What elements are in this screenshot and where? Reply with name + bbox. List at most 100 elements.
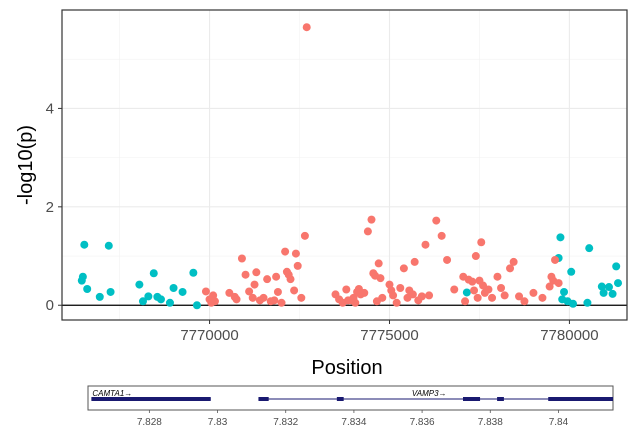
point-red — [484, 285, 493, 294]
point-teal — [585, 244, 594, 253]
point-teal — [608, 289, 617, 298]
point-red — [286, 275, 295, 284]
point-red — [360, 288, 369, 297]
point-red — [351, 298, 360, 307]
point-teal — [583, 298, 592, 307]
point-red — [468, 277, 477, 286]
point-red — [367, 215, 376, 224]
point-red — [500, 291, 509, 300]
point-red — [551, 255, 560, 264]
point-teal — [78, 272, 87, 281]
gene-track-x-ticks: 7.828 7.83 7.832 7.834 7.836 7.838 7.84 — [137, 410, 569, 428]
point-red — [545, 282, 554, 291]
point-red — [378, 293, 387, 302]
point-red — [470, 286, 479, 295]
point-red — [421, 240, 430, 249]
point-teal — [605, 283, 614, 292]
point-red — [493, 272, 502, 281]
y-tick-label: 2 — [46, 199, 54, 216]
point-red — [232, 295, 241, 304]
point-teal — [106, 287, 115, 296]
point-red — [538, 293, 547, 302]
plot-border — [61, 9, 628, 321]
point-teal — [178, 287, 187, 296]
point-red — [363, 227, 372, 236]
y-axis-ticks: 0 2 4 — [46, 100, 62, 314]
gene-exon — [91, 397, 211, 401]
point-teal — [83, 285, 92, 293]
point-red — [437, 231, 446, 240]
data-points — [77, 23, 623, 310]
gene-track: CAMTA1→ VAMP3→ 7.828 7.83 7.832 7.834 7.836 7.… — [87, 385, 614, 428]
point-teal — [567, 267, 576, 276]
point-red — [515, 292, 524, 301]
point-teal — [144, 292, 153, 301]
point-red — [408, 290, 417, 299]
gene-models: CAMTA1→ VAMP3→ — [91, 389, 613, 401]
point-red — [293, 261, 302, 270]
manhattan-plot: 0 2 4 7770000 7775000 7780000 Position -log1… — [15, 9, 628, 379]
gene-exon — [548, 397, 613, 401]
point-red — [425, 291, 434, 300]
point-red — [396, 284, 405, 293]
point-red — [277, 298, 286, 307]
point-red — [392, 298, 401, 307]
point-teal — [597, 282, 606, 291]
point-red — [410, 257, 419, 266]
gene-label-vamp3: VAMP3→ — [412, 389, 447, 398]
point-red — [297, 293, 306, 302]
point-teal — [169, 284, 178, 293]
point-teal — [104, 241, 113, 250]
x-tick-label: 7770000 — [180, 327, 238, 344]
plot-panel — [62, 10, 627, 320]
gene-exon — [497, 397, 504, 401]
point-red — [432, 216, 441, 225]
point-red — [281, 247, 290, 256]
point-teal — [95, 292, 104, 301]
x-tick-label: 7780000 — [540, 327, 598, 344]
gene-x-tick-label: 7.836 — [410, 417, 435, 428]
point-teal — [556, 233, 565, 242]
point-red — [290, 286, 299, 295]
point-red — [245, 287, 254, 296]
y-tick-label: 4 — [46, 100, 54, 117]
point-red — [554, 279, 563, 288]
point-teal — [135, 280, 144, 289]
point-teal — [612, 262, 621, 271]
point-red — [237, 254, 246, 263]
point-red — [302, 23, 311, 32]
point-red — [374, 259, 383, 268]
point-red — [250, 280, 259, 289]
point-teal — [165, 298, 174, 307]
gene-x-tick-label: 7.838 — [478, 417, 503, 428]
point-red — [210, 297, 219, 306]
point-red — [399, 264, 408, 273]
point-red — [461, 297, 470, 306]
point-teal — [149, 269, 158, 278]
point-red — [520, 297, 529, 306]
point-red — [259, 293, 268, 302]
x-axis-title: Position — [311, 357, 382, 379]
point-red — [506, 264, 515, 273]
point-red — [291, 249, 300, 258]
x-axis-ticks: 7770000 7775000 7780000 — [180, 320, 599, 344]
point-red — [248, 293, 257, 302]
point-teal — [614, 279, 623, 288]
gene-x-tick-label: 7.834 — [341, 417, 366, 428]
point-red — [201, 287, 210, 296]
point-teal — [599, 288, 608, 297]
point-red — [376, 274, 385, 283]
point-red — [272, 272, 281, 281]
point-teal — [189, 268, 198, 277]
point-red — [477, 238, 486, 247]
x-tick-label: 7775000 — [360, 327, 418, 344]
point-red — [473, 293, 482, 302]
gene-x-tick-label: 7.83 — [208, 417, 228, 428]
point-teal — [569, 299, 578, 308]
gene-exon — [258, 397, 269, 401]
point-red — [342, 285, 351, 294]
point-red — [252, 268, 261, 277]
point-teal — [138, 297, 147, 306]
y-axis-title: -log10(p) — [15, 125, 37, 205]
